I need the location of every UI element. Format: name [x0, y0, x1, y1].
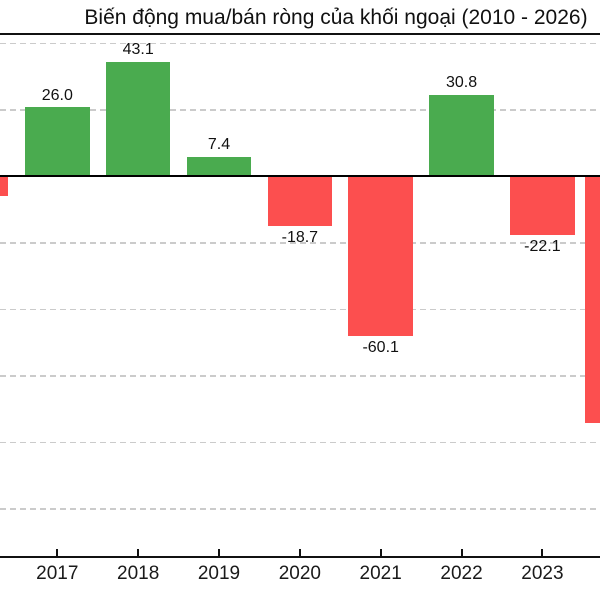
x-tick [137, 548, 140, 557]
bar-value-label: 26.0 [41, 86, 73, 104]
x-tick [298, 548, 301, 557]
bar-value-label: -60.1 [362, 338, 399, 356]
bar [105, 61, 171, 177]
x-tick-label: 2020 [278, 563, 321, 584]
bar-value-label: -22.1 [524, 237, 561, 255]
h-gridline [0, 508, 600, 510]
h-gridline [0, 42, 600, 45]
bar-value-label: -18.7 [281, 228, 319, 246]
bar [584, 176, 600, 423]
h-gridline [0, 109, 600, 111]
h-gridline [0, 242, 600, 244]
x-tick-label: 2021 [359, 563, 402, 584]
top-spine [0, 33, 600, 35]
bar [0, 176, 8, 196]
bar [510, 176, 575, 236]
x-tick-label: 2022 [440, 563, 483, 584]
h-gridline [0, 375, 600, 377]
x-tick-label: 2017 [36, 563, 79, 584]
bar-value-label: 30.8 [445, 74, 478, 92]
x-tick-label: 2018 [117, 563, 160, 584]
zero-axis-line [0, 174, 600, 178]
x-tick [218, 548, 220, 557]
x-tick-label: 2019 [197, 563, 241, 584]
x-tick [379, 548, 382, 557]
x-tick [460, 548, 463, 557]
x-tick [56, 548, 59, 557]
bar [267, 176, 333, 227]
chart-title: Biến động mua/bán ròng của khối ngoại (2… [84, 6, 588, 29]
bar [186, 156, 252, 177]
h-gridline [0, 308, 600, 311]
bar [25, 107, 90, 177]
bar-value-label: 43.1 [122, 41, 154, 59]
x-axis-line [0, 556, 600, 559]
bar [348, 176, 413, 337]
h-gridline [0, 441, 600, 444]
bar [429, 94, 494, 177]
x-tick-label: 2023 [521, 563, 564, 584]
bar-value-label: 7.4 [207, 136, 231, 154]
x-tick [541, 548, 544, 557]
